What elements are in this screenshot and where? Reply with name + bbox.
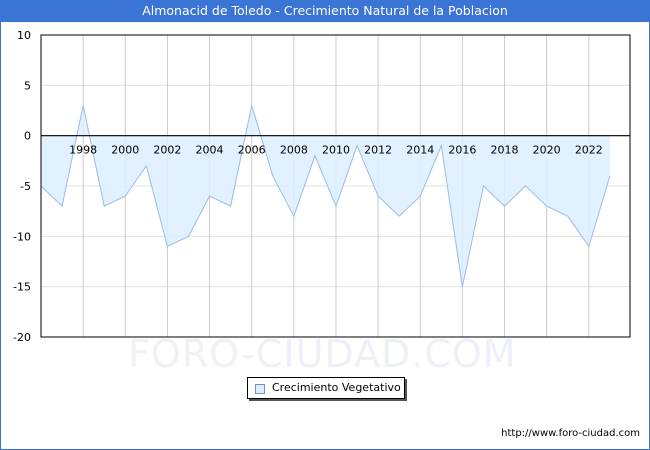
area-fill bbox=[41, 105, 610, 287]
y-tick-label: -15 bbox=[13, 281, 31, 294]
y-tick-label: 5 bbox=[24, 79, 31, 92]
x-tick-label: 1998 bbox=[69, 144, 97, 157]
x-tick-label: 2016 bbox=[448, 144, 476, 157]
legend-swatch bbox=[255, 384, 265, 394]
y-tick-label: -10 bbox=[13, 230, 31, 243]
x-tick-label: 2006 bbox=[238, 144, 266, 157]
x-tick-label: 2020 bbox=[533, 144, 561, 157]
data-line bbox=[40, 105, 611, 287]
x-tick-label: 2004 bbox=[196, 144, 224, 157]
watermark: FORO-CIUDAD.COM bbox=[128, 332, 517, 376]
y-tick-label: -5 bbox=[20, 180, 31, 193]
x-tick-label: 2014 bbox=[406, 144, 434, 157]
y-tick-label: 0 bbox=[24, 130, 31, 143]
x-tick-label: 2022 bbox=[575, 144, 603, 157]
y-axis-ticks: 10 5 0 -5 -10 -15 -20 bbox=[13, 29, 31, 344]
x-tick-label: 2002 bbox=[153, 144, 181, 157]
y-tick-label: 10 bbox=[17, 29, 31, 42]
y-tick-label: -20 bbox=[13, 331, 31, 344]
x-tick-label: 2008 bbox=[280, 144, 308, 157]
chart-title: Almonacid de Toledo - Crecimiento Natura… bbox=[0, 0, 650, 22]
x-tick-label: 2010 bbox=[322, 144, 350, 157]
plot-area-border bbox=[40, 34, 631, 338]
legend: Crecimiento Vegetativo bbox=[247, 377, 405, 399]
source-url[interactable]: http://www.foro-ciudad.com bbox=[501, 428, 640, 439]
x-tick-label: 2012 bbox=[364, 144, 392, 157]
x-axis-ticks: 1998 2000 2002 2004 2006 2008 2010 2012 2014 2016… bbox=[69, 144, 603, 157]
legend-label: Crecimiento Vegetativo bbox=[272, 381, 401, 394]
x-tick-label: 2000 bbox=[111, 144, 139, 157]
x-tick-label: 2018 bbox=[491, 144, 519, 157]
